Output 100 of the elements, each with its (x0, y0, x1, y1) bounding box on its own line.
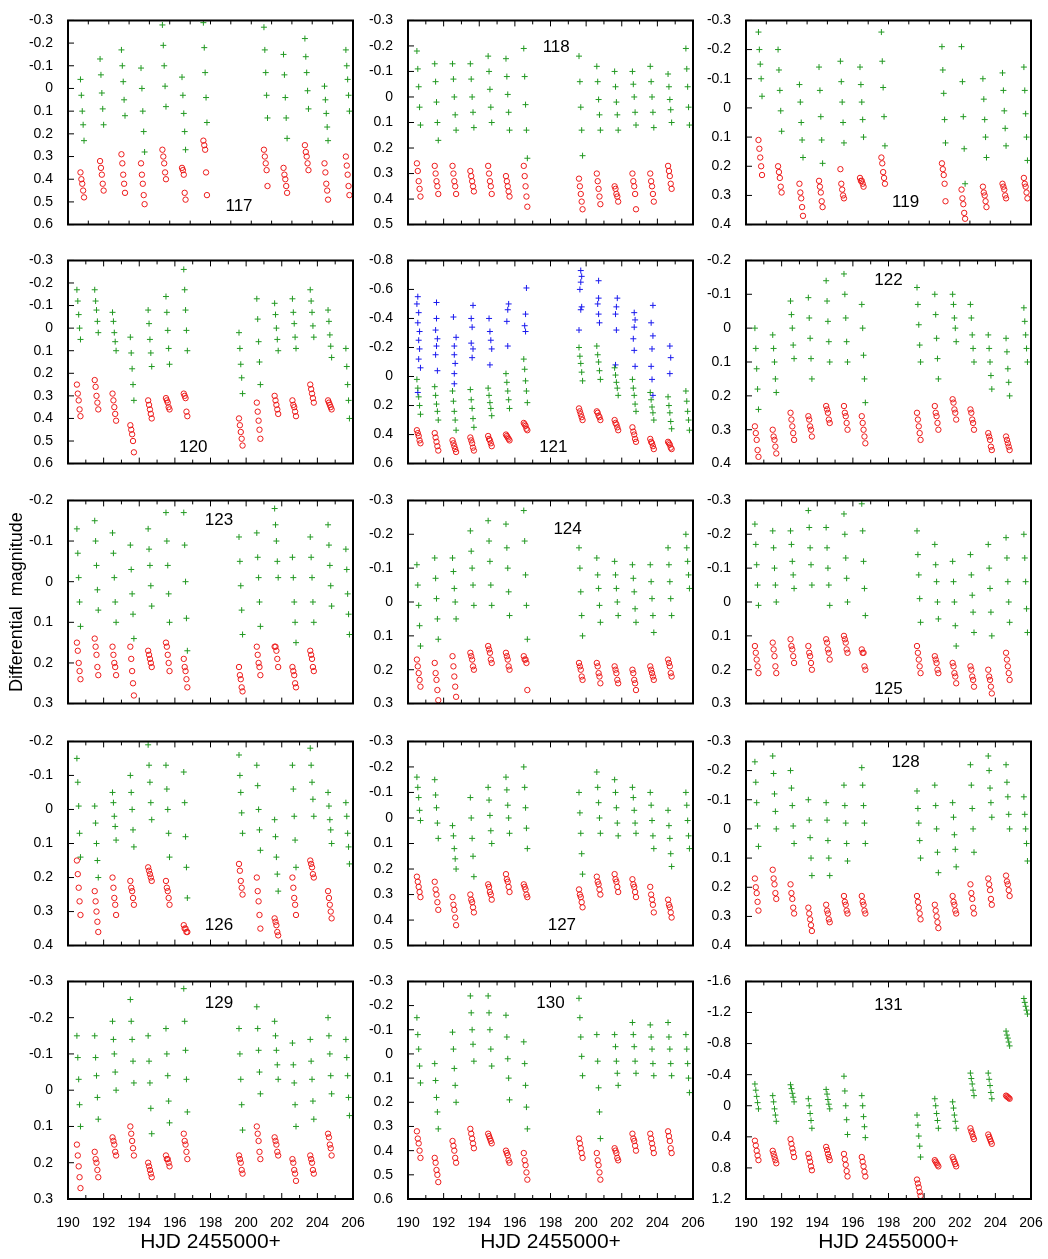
y-tick-label: 0 (723, 98, 732, 115)
y-tick-label: 0 (45, 800, 54, 817)
x-tick-label: 196 (503, 1214, 527, 1231)
y-tick-label: -0.1 (368, 783, 394, 800)
y-tick-label: -0.1 (28, 531, 54, 548)
y-tick-label: 0.2 (711, 878, 732, 895)
x-axis-title: HJD 2455000+ (818, 1229, 959, 1253)
y-tick-label: 0.4 (711, 1127, 732, 1144)
y-tick-label: 0 (385, 592, 394, 609)
y-tick-label: -0.3 (706, 732, 732, 749)
y-tick-label: 0.8 (711, 1158, 732, 1175)
y-tick-label: 0 (723, 1096, 732, 1113)
y-tick-label: 0.3 (33, 902, 54, 919)
y-tick-label: -0.3 (706, 11, 732, 28)
y-tick-label: -0.6 (368, 280, 394, 297)
y-tick-label: 0.6 (373, 454, 394, 471)
y-tick-label: -0.2 (28, 732, 54, 749)
y-tick-label: -0.2 (706, 40, 732, 57)
y-tick-label: 0.3 (711, 420, 732, 437)
y-tick-label: 0.6 (373, 1189, 394, 1206)
y-tick-label: 0.3 (33, 694, 54, 711)
y-tick-label: 0 (385, 87, 394, 104)
y-tick-label: -0.3 (28, 11, 54, 28)
text: 130 (536, 992, 565, 1012)
y-tick-label: -0.3 (368, 732, 394, 749)
y-tick-label: -0.1 (706, 285, 732, 302)
y-tick-label: 0.5 (373, 936, 394, 953)
y-tick-label: -0.4 (368, 309, 394, 326)
y-tick-label: 0.4 (373, 910, 394, 927)
x-tick-label: 198 (198, 1214, 223, 1231)
text: 126 (204, 914, 234, 934)
y-tick-label: -0.2 (28, 273, 54, 290)
text: 122 (874, 270, 903, 290)
x-tick-label: 198 (538, 1214, 563, 1231)
x-tick-label: 200 (574, 1214, 599, 1231)
x-tick-label: 206 (341, 1214, 365, 1231)
text: 120 (179, 437, 208, 457)
y-tick-label: 0 (45, 572, 54, 589)
text: 123 (204, 510, 234, 530)
y-tick-label: 0.5 (373, 1165, 394, 1182)
y-tick-label: -0.8 (706, 1034, 732, 1051)
text: 117 (225, 195, 253, 215)
y-tick-label: 0.1 (33, 834, 54, 851)
x-tick-label: 200 (234, 1214, 259, 1231)
y-tick-label: 0.2 (373, 859, 394, 876)
y-tick-label: 0.2 (711, 157, 732, 174)
y-tick-label: 0.5 (373, 215, 394, 232)
x-tick-label: 204 (983, 1214, 1008, 1231)
y-tick-label: 0.2 (711, 660, 732, 677)
y-tick-label: -0.1 (368, 62, 394, 79)
y-tick-label: 0.1 (711, 848, 732, 865)
x-tick-label: 204 (645, 1214, 670, 1231)
y-tick-label: 0.1 (373, 834, 394, 851)
y-tick-label: 0.1 (711, 127, 732, 144)
y-tick-label: 0.3 (711, 186, 732, 203)
x-tick-label: 206 (681, 1214, 705, 1231)
y-tick-label: 0 (385, 367, 394, 384)
x-tick-label: 202 (270, 1214, 294, 1231)
text: 129 (204, 992, 234, 1012)
x-tick-label: 196 (841, 1214, 865, 1231)
y-tick-label: 0.5 (33, 431, 54, 448)
y-tick-label: 0.2 (33, 868, 54, 885)
text: 127 (547, 914, 577, 934)
text: 119 (892, 191, 920, 211)
text: 121 (539, 437, 568, 457)
x-tick-label: 194 (467, 1214, 492, 1231)
y-tick-label: 0.4 (711, 454, 732, 471)
y-tick-label: 0 (45, 318, 54, 335)
y-tick-label: -0.3 (28, 251, 54, 268)
y-tick-label: -1.6 (706, 972, 732, 989)
y-tick-label: -0.3 (368, 491, 394, 508)
y-tick-label: -0.1 (28, 56, 54, 73)
y-tick-label: 0.2 (711, 386, 732, 403)
y-tick-label: -0.2 (706, 761, 732, 778)
y-tick-label: 0 (385, 808, 394, 825)
y-tick-label: 0.4 (373, 189, 394, 206)
y-tick-label: 1.2 (711, 1189, 732, 1206)
x-tick-label: 198 (876, 1214, 901, 1231)
x-tick-label: 200 (912, 1214, 937, 1231)
y-tick-label: 0.2 (33, 124, 54, 141)
y-tick-label: -0.4 (706, 1065, 732, 1082)
y-tick-label: 0 (723, 592, 732, 609)
text: 118 (542, 36, 570, 56)
y-tick-label: 0.4 (373, 1141, 394, 1158)
y-tick-label: 0 (723, 318, 732, 335)
y-tick-label: 0.6 (33, 215, 54, 232)
y-tick-label: 0.1 (711, 352, 732, 369)
y-tick-label: 0 (723, 819, 732, 836)
y-tick-label: 0.1 (33, 102, 54, 119)
y-tick-label: -0.2 (368, 996, 394, 1013)
y-tick-label: -0.2 (368, 757, 394, 774)
y-tick-label: -0.1 (28, 1044, 54, 1061)
y-tick-label: 0.2 (33, 1153, 54, 1170)
x-tick-label: 196 (163, 1214, 187, 1231)
y-tick-label: -0.2 (28, 491, 54, 508)
text: 125 (874, 679, 903, 699)
y-tick-label: 0.2 (373, 138, 394, 155)
y-tick-label: 0.3 (33, 147, 54, 164)
y-tick-label: -0.2 (28, 33, 54, 50)
text: 124 (553, 518, 582, 538)
